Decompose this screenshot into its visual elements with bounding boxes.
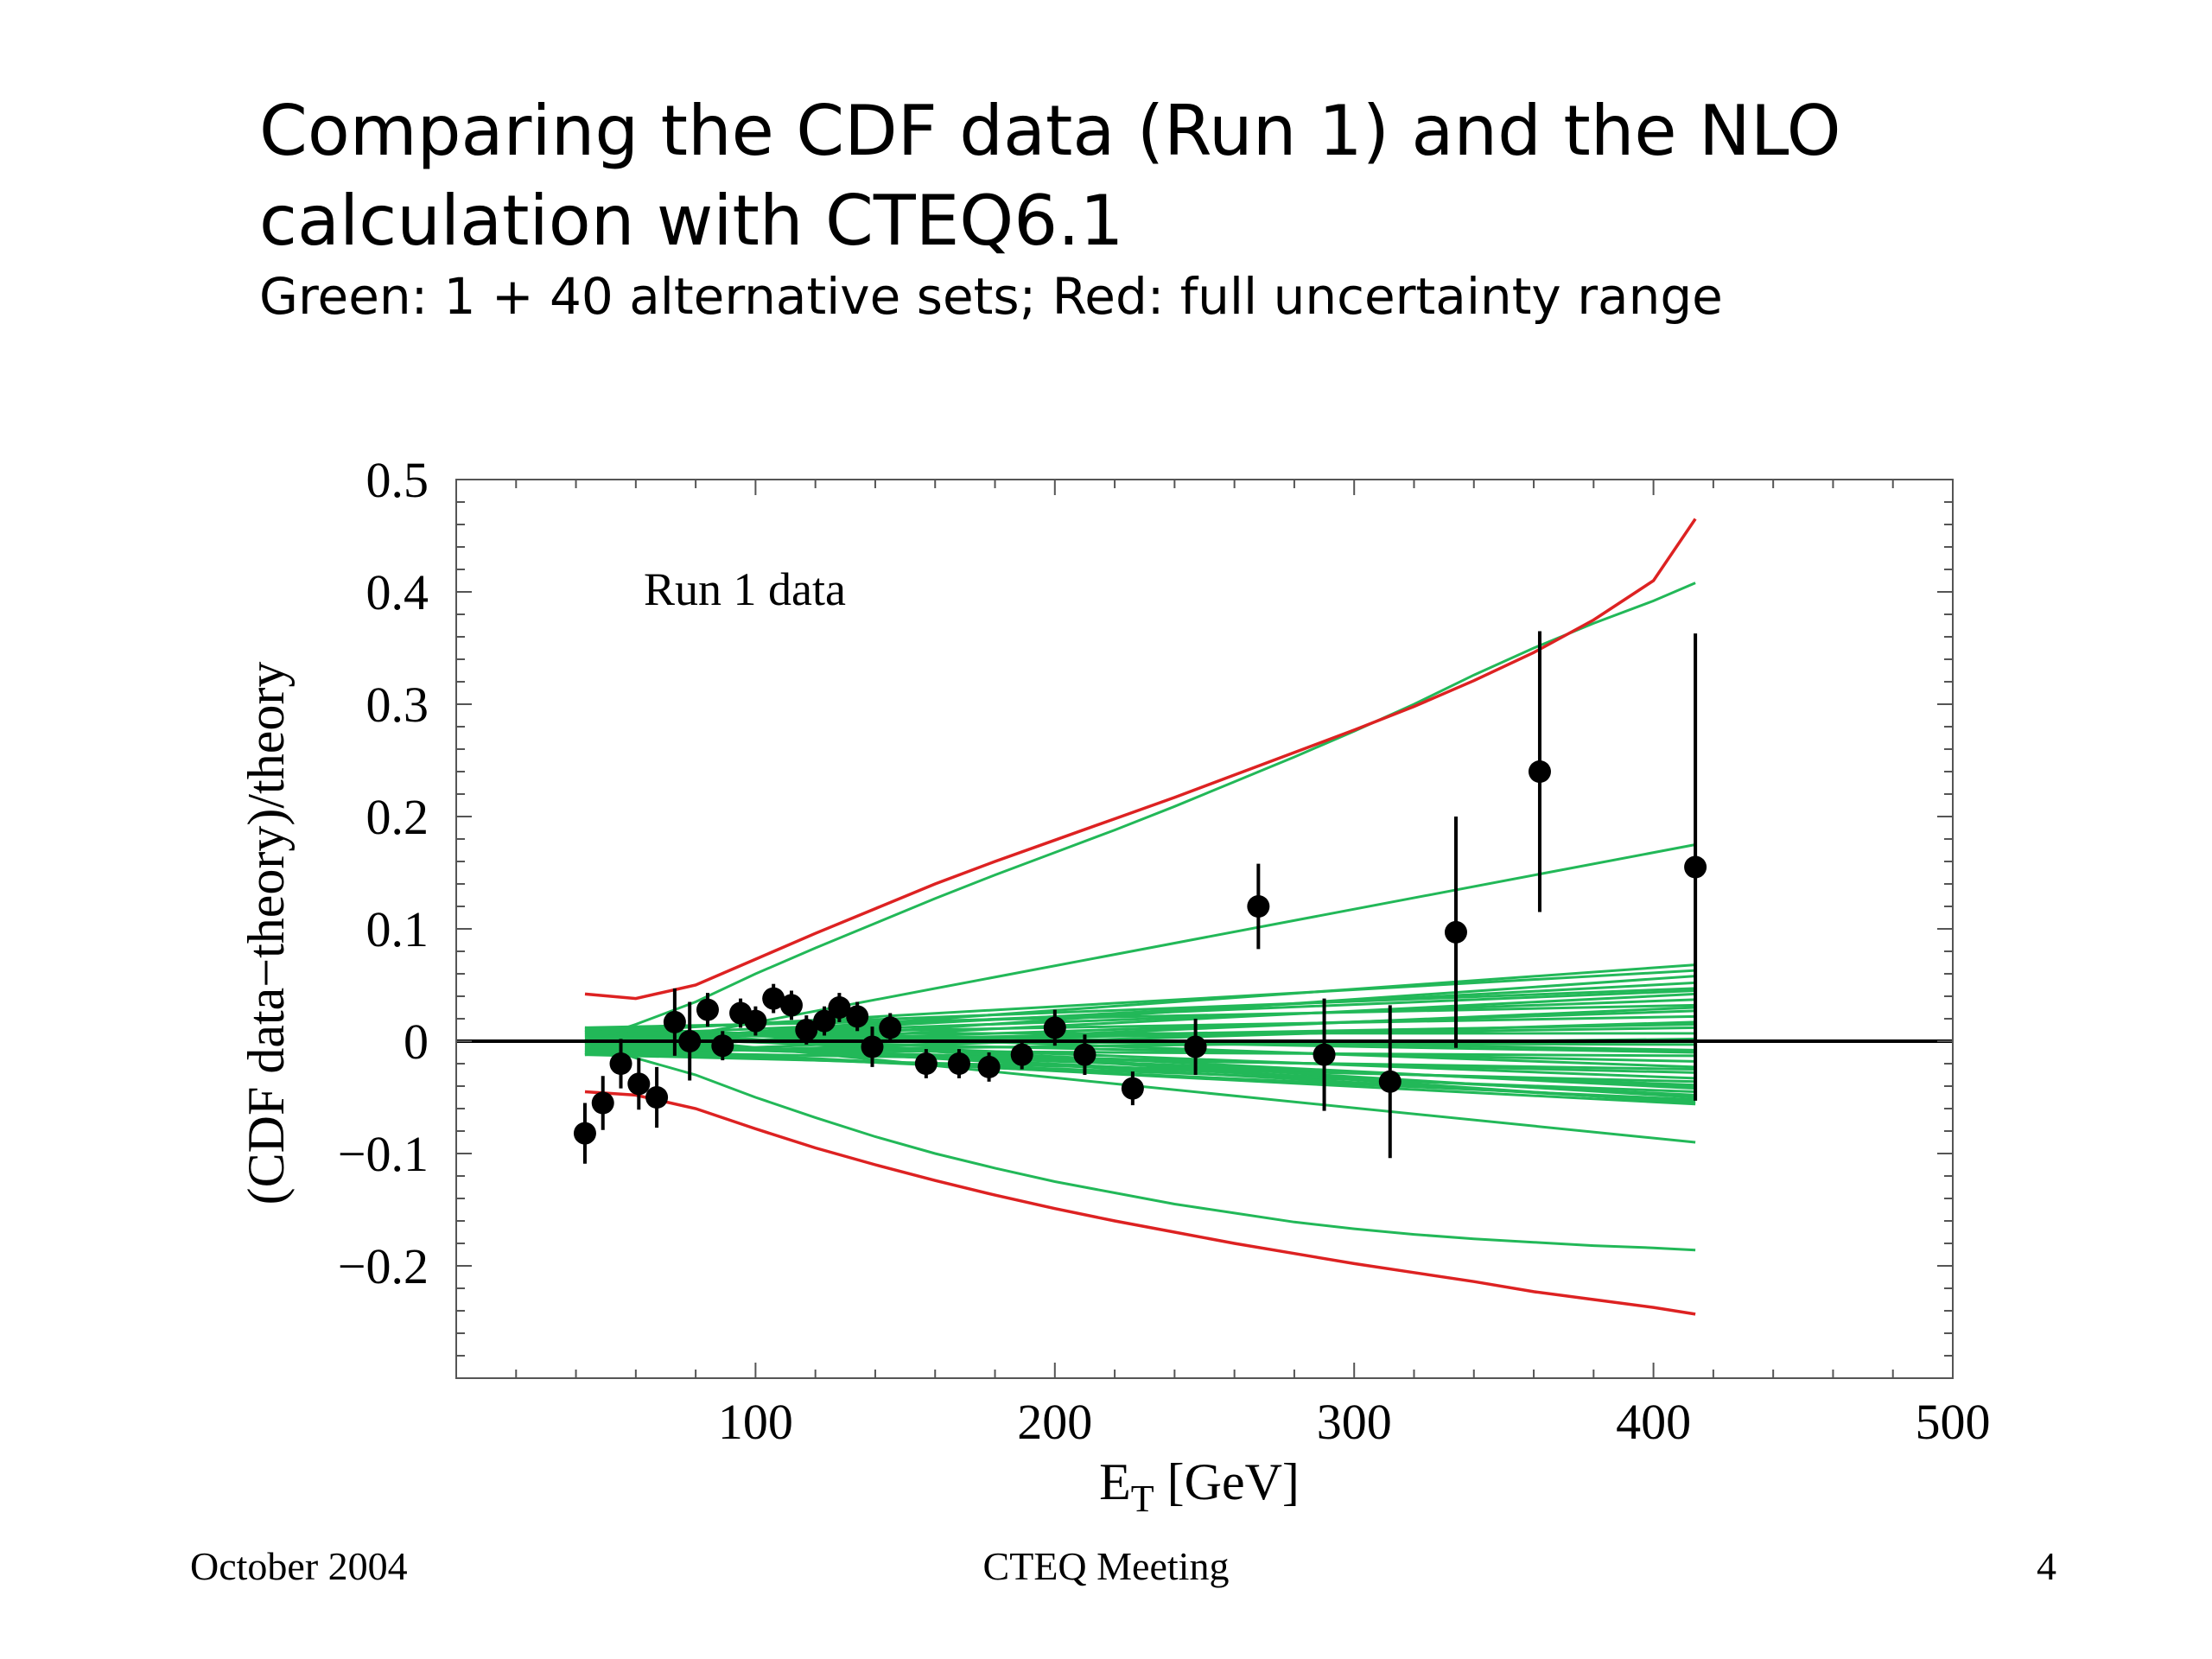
x-tick-label: 500 bbox=[1916, 1394, 1991, 1450]
data-point bbox=[663, 1010, 686, 1033]
data-point bbox=[846, 1005, 869, 1028]
data-point bbox=[696, 998, 719, 1021]
alternative-set-curve-outer-lower bbox=[584, 1039, 1696, 1252]
x-axis-label-main: E bbox=[1099, 1453, 1131, 1510]
x-axis-label: ET [GeV] bbox=[1099, 1453, 1300, 1520]
alternative-set-curve bbox=[584, 1050, 1696, 1071]
y-tick-label: −0.2 bbox=[338, 1238, 429, 1294]
data-point bbox=[977, 1055, 1001, 1078]
data-point bbox=[609, 1052, 632, 1075]
x-tick-label: 100 bbox=[718, 1394, 793, 1450]
y-tick-label: 0.4 bbox=[366, 564, 429, 620]
y-axis-label: (CDF data−theory)/theory bbox=[238, 662, 295, 1205]
y-tick-label: 0.1 bbox=[366, 901, 429, 957]
footer-page-number: 4 bbox=[2037, 1544, 2056, 1588]
data-point bbox=[1444, 920, 1467, 944]
axis-ticks bbox=[456, 480, 1953, 1378]
data-point bbox=[1121, 1077, 1144, 1100]
slide-subtitle: Green: 1 + 40 alternative sets; Red: ful… bbox=[259, 267, 1723, 326]
x-tick-label: 400 bbox=[1616, 1394, 1691, 1450]
data-point bbox=[779, 994, 803, 1017]
alternative-set-curve bbox=[584, 1003, 1696, 1029]
data-point bbox=[1378, 1070, 1402, 1093]
data-point bbox=[861, 1035, 884, 1058]
x-tick-label: 200 bbox=[1017, 1394, 1092, 1450]
data-point bbox=[573, 1122, 596, 1145]
y-tick-label: 0.3 bbox=[366, 677, 429, 733]
x-tick-label: 300 bbox=[1317, 1394, 1392, 1450]
data-point bbox=[678, 1030, 702, 1052]
y-tick-labels: −0.2 −0.1 0 0.1 0.2 0.3 0.4 0.5 bbox=[338, 452, 429, 1294]
data-point bbox=[828, 996, 851, 1019]
data-point bbox=[1684, 855, 1707, 879]
data-point bbox=[1528, 760, 1551, 783]
alternative-set-curve bbox=[584, 1045, 1696, 1106]
y-tick-label: 0 bbox=[404, 1014, 429, 1070]
footer-date: October 2004 bbox=[190, 1544, 408, 1588]
alternative-set-curve bbox=[584, 843, 1696, 1057]
data-point bbox=[711, 1034, 734, 1058]
data-point bbox=[813, 1009, 836, 1033]
slide-title: Comparing the CDF data (Run 1) and the N… bbox=[259, 91, 1841, 261]
y-tick-label: −0.1 bbox=[338, 1126, 429, 1182]
uncertainty-upper-curve bbox=[584, 518, 1697, 1001]
data-point bbox=[1247, 895, 1270, 918]
data-point bbox=[879, 1016, 902, 1039]
data-point bbox=[947, 1052, 970, 1075]
data-points bbox=[573, 631, 1707, 1164]
data-point bbox=[627, 1072, 651, 1096]
alternative-set-curve bbox=[584, 1026, 1696, 1069]
data-point bbox=[744, 1009, 767, 1033]
data-point bbox=[795, 1019, 818, 1041]
run1-annotation: Run 1 data bbox=[644, 563, 846, 615]
y-tick-label: 0.5 bbox=[366, 452, 429, 508]
data-point bbox=[762, 987, 785, 1010]
uncertainty-lower-curve bbox=[584, 1090, 1696, 1316]
data-point bbox=[1073, 1043, 1096, 1066]
data-point bbox=[1184, 1035, 1207, 1058]
x-axis-label-subscript: T bbox=[1131, 1478, 1154, 1520]
data-point bbox=[914, 1052, 938, 1075]
footer-title: CTEQ Meeting bbox=[982, 1544, 1230, 1588]
alternative-set-curve bbox=[584, 989, 1696, 1038]
x-tick-labels: 100 200 300 400 500 bbox=[718, 1394, 1991, 1450]
x-axis-label-unit: [GeV] bbox=[1154, 1453, 1300, 1510]
data-point bbox=[591, 1091, 614, 1115]
data-point bbox=[1313, 1043, 1336, 1066]
alternative-set-curve-outer-upper bbox=[584, 582, 1696, 1043]
data-point bbox=[645, 1086, 669, 1109]
data-point bbox=[1010, 1043, 1033, 1066]
data-point bbox=[1043, 1016, 1066, 1039]
theory-curves bbox=[584, 518, 1697, 1316]
alternative-set-curve bbox=[584, 1006, 1696, 1057]
y-tick-label: 0.2 bbox=[366, 789, 429, 845]
